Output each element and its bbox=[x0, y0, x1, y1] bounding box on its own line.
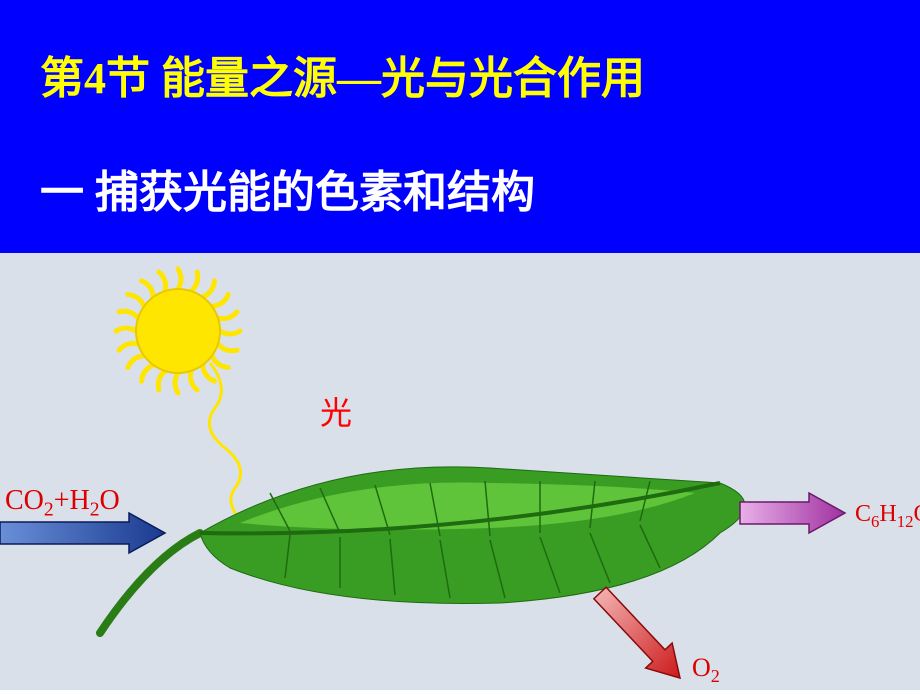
co2-h2o-label: CO2+H2O bbox=[5, 485, 120, 522]
page-subtitle: 一 捕获光能的色素和结构 bbox=[40, 156, 920, 220]
page-title: 第4节 能量之源—光与光合作用 bbox=[40, 53, 920, 106]
glucose-label: C6H12O6 bbox=[855, 501, 920, 532]
light-label: 光 bbox=[320, 388, 352, 434]
oxygen-label: O2 bbox=[692, 653, 720, 687]
photosynthesis-diagram: 光 CO2+H2O C6H12O6 O2 bbox=[0, 253, 920, 690]
diagram-svg bbox=[0, 253, 920, 690]
header-panel: 第4节 能量之源—光与光合作用 一 捕获光能的色素和结构 bbox=[0, 0, 920, 253]
